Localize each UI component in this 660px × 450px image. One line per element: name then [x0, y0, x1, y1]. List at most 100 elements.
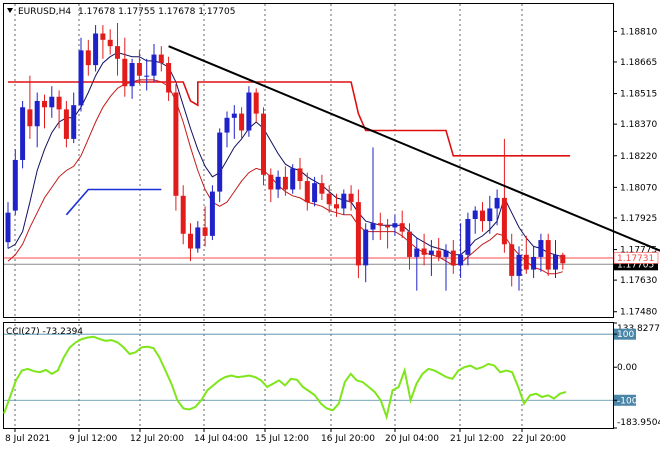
y-tick-label: 1.17925	[620, 214, 657, 224]
price-line-label: 1.17731	[617, 254, 654, 264]
bear-candle	[355, 202, 361, 266]
bull-candle	[231, 113, 237, 118]
bear-candle	[85, 50, 91, 66]
bear-candle	[188, 233, 193, 249]
bear-candle	[56, 96, 62, 110]
ichimoku_red-line	[8, 81, 571, 157]
x-tick-label: 12 Jul 20:00	[130, 434, 184, 444]
bear-candle	[180, 195, 186, 234]
bear-candle	[304, 181, 310, 203]
y-tick-label: 1.18370	[620, 120, 657, 130]
bear-candle	[136, 63, 142, 76]
bull-candle	[129, 63, 135, 87]
downtrend-line	[168, 45, 660, 252]
cci-y-tick-label: -100	[617, 396, 638, 406]
cci-line	[3, 335, 567, 421]
cci-level-tag	[614, 328, 636, 340]
bear-candle	[122, 58, 128, 87]
bull-candle	[392, 223, 398, 228]
bull-candle	[428, 250, 434, 255]
bull-candle	[443, 250, 449, 257]
bear-candle	[326, 193, 332, 205]
bull-candle	[209, 191, 215, 236]
bear-candle	[501, 197, 507, 245]
current-price-line	[4, 257, 613, 265]
bull-candle	[458, 254, 464, 266]
grid-lines	[14, 4, 523, 428]
bear-candle	[202, 227, 208, 236]
bear-candle	[545, 240, 551, 270]
bull-candle	[553, 254, 558, 270]
bear-candle	[107, 39, 113, 47]
fast_ma-line	[7, 51, 563, 258]
bear-candle	[261, 113, 266, 175]
x-tick-label: 20 Jul 04:00	[385, 434, 439, 444]
bull-candle	[34, 100, 40, 127]
bull-candle	[414, 248, 420, 257]
y-tick-label: 1.18220	[620, 152, 657, 162]
bear-candle	[436, 250, 442, 257]
bull-candle	[487, 208, 493, 222]
price-line-tag	[613, 252, 659, 264]
bear-candle	[63, 109, 69, 139]
bear-candle	[450, 250, 456, 266]
x-tick-label: 16 Jul 20:00	[321, 434, 375, 444]
bear-candle	[166, 63, 172, 93]
bull-candle	[78, 50, 84, 106]
y-tick-label: 1.17630	[620, 276, 657, 286]
cci-lines	[3, 333, 613, 421]
bear-candle	[297, 168, 303, 182]
axis-labels: 8 Jul 2021 9 Jul 12:00 12 Jul 20:00 14 Jul …	[5, 27, 660, 444]
y-tick-label: 1.18070	[620, 183, 657, 193]
chart-header-ohlc: 1.17678 1.17755 1.17678 1.17705	[78, 7, 235, 17]
bear-candle	[319, 183, 325, 194]
bear-candle	[399, 223, 405, 232]
bull-candle	[217, 132, 223, 192]
cci-level-tag	[614, 394, 636, 406]
bear-candle	[158, 54, 164, 64]
ichimoku_blue-line	[65, 188, 162, 216]
bear-candle	[385, 225, 391, 228]
bear-candle	[480, 210, 485, 222]
bull-candle	[5, 212, 11, 243]
bull-candle	[195, 227, 201, 249]
bear-candle	[509, 244, 515, 276]
y-tick-label: 1.17775	[620, 246, 657, 256]
cci-header: CCI(27) -73.2394	[6, 327, 83, 337]
cci-y-tick-label: 0.00	[617, 363, 637, 373]
y-tick-label: 1.18515	[620, 90, 657, 100]
bull-candle	[290, 168, 296, 190]
bull-candle	[49, 96, 55, 108]
bear-candle	[100, 33, 106, 40]
collapse-triangle-icon[interactable]	[7, 8, 13, 13]
bear-candle	[523, 254, 529, 270]
bear-candle	[421, 248, 427, 255]
x-tick-label: 8 Jul 2021	[5, 434, 50, 444]
y-tick-label: 1.17480	[620, 308, 657, 318]
bull-candle	[312, 183, 318, 203]
bear-candle	[407, 231, 412, 257]
bull-candle	[144, 75, 150, 77]
bull-candle	[494, 197, 500, 209]
bear-candle	[27, 109, 33, 127]
y-tick-label: 1.18665	[620, 58, 657, 68]
cci-y-tick-label: 133.8277	[617, 324, 660, 334]
x-tick-label: 15 Jul 12:00	[255, 434, 309, 444]
bull-candle	[363, 229, 369, 266]
bear-candle	[377, 223, 383, 226]
x-tick-label: 9 Jul 12:00	[69, 434, 118, 444]
bear-candle	[173, 92, 179, 196]
cci-y-tick-label: -183.9504	[617, 418, 660, 428]
trendline	[168, 45, 660, 252]
bull-candle	[93, 33, 99, 66]
bull-candle	[465, 218, 471, 255]
bull-candle	[20, 107, 26, 160]
bear-candle	[560, 254, 566, 264]
bear-candle	[42, 100, 47, 108]
bear-candle	[282, 176, 288, 190]
bull-candle	[275, 176, 281, 190]
chart-header-symbol: EURUSD,H4	[18, 7, 71, 17]
bear-candle	[334, 204, 339, 209]
bull-candle	[341, 193, 347, 209]
